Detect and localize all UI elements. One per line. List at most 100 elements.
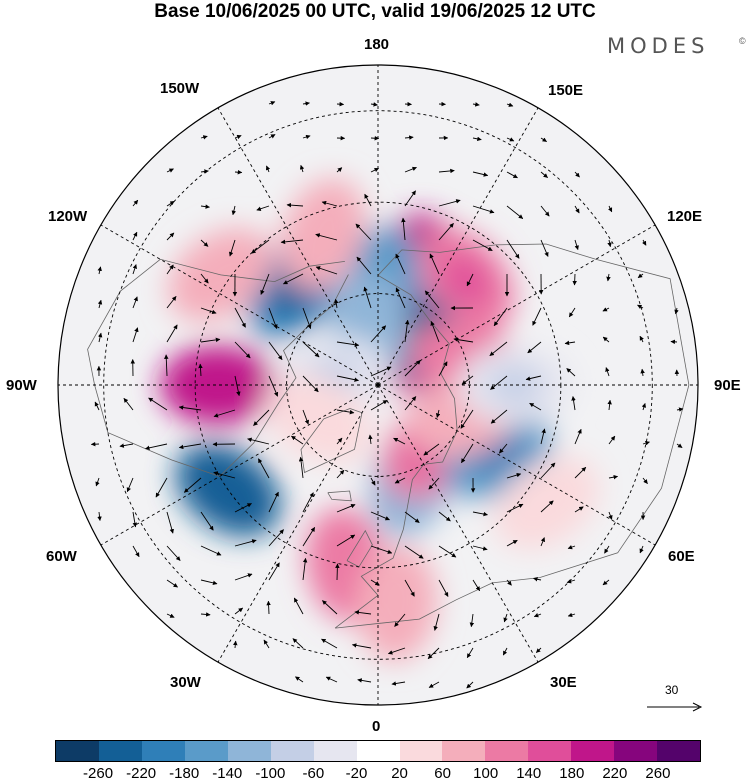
- wind-vector: [166, 296, 177, 309]
- wind-vector: [533, 577, 542, 582]
- wind-vector: [325, 676, 338, 683]
- wind-vector: [200, 579, 218, 586]
- wind-vector: [506, 579, 512, 586]
- wind-vector: [132, 545, 140, 558]
- anomaly-core: [442, 254, 490, 305]
- wind-vector: [461, 443, 474, 464]
- wind-vector: [351, 643, 372, 649]
- wind-vector: [370, 545, 393, 554]
- wind-vector: [642, 239, 647, 246]
- lon-label-30e: 30E: [550, 674, 577, 691]
- wind-vector: [247, 437, 270, 445]
- wind-vector: [183, 477, 202, 493]
- colorbar-swatch: [313, 741, 357, 761]
- wind-vector: [387, 647, 406, 655]
- wind-vector: [574, 239, 579, 251]
- wind-vector: [540, 462, 556, 479]
- wind-vector: [608, 474, 619, 480]
- wind-vector: [370, 102, 378, 107]
- colorbar-tick-label: -260: [83, 765, 114, 782]
- wind-vector: [604, 545, 610, 554]
- wind-vector: [234, 134, 242, 140]
- wind-vector: [356, 256, 372, 275]
- wind-vector: [466, 273, 474, 287]
- wind-vector: [602, 336, 610, 343]
- wind-vector: [293, 597, 304, 615]
- wind-vector: [438, 511, 451, 522]
- wind-vector: [265, 165, 271, 173]
- wind-vector: [302, 134, 311, 140]
- wind-vector: [166, 324, 178, 343]
- colorbar-tick-label: -20: [345, 765, 368, 782]
- colorbar: [55, 740, 701, 762]
- wind-vector: [145, 443, 168, 451]
- wind-vector: [370, 135, 380, 141]
- wind-vector: [438, 361, 448, 377]
- wind-vector: [228, 239, 236, 257]
- wind-vector: [302, 375, 319, 393]
- wind-vector: [302, 557, 308, 581]
- wind-vector: [268, 101, 276, 106]
- wind-vector: [404, 190, 416, 207]
- wind-vector: [132, 264, 137, 275]
- wind-vector: [200, 545, 222, 556]
- graticule: [58, 65, 698, 705]
- colorbar-tick-label: 220: [602, 765, 628, 782]
- wind-vector: [564, 340, 576, 346]
- wind-vector: [336, 167, 343, 173]
- wind-vector: [298, 456, 304, 479]
- wind-vector: [97, 266, 102, 275]
- lon-label-90w: 90W: [6, 377, 37, 394]
- wind-vector: [574, 428, 582, 445]
- map-title: Base 10/06/2025 00 UTC, valid 19/06/2025…: [154, 1, 596, 22]
- wind-vector: [355, 223, 372, 241]
- colorbar-tick-label: -60: [302, 765, 325, 782]
- colorbar-tick-label: -220: [126, 765, 157, 782]
- wind-vector: [286, 202, 304, 208]
- wind-vector: [466, 647, 474, 659]
- wind-vector: [391, 681, 406, 686]
- wind-vector: [506, 472, 522, 479]
- colorbar-swatch: [227, 741, 271, 761]
- polar-map: [57, 64, 699, 706]
- wind-vector: [574, 506, 584, 513]
- wind-vector: [302, 492, 314, 513]
- wind-vector: [234, 607, 244, 615]
- wind-vector: [506, 503, 524, 513]
- coastline: [346, 529, 373, 568]
- vector-scale-label: 30: [665, 683, 679, 697]
- wind-vector: [428, 477, 440, 490]
- colorbar-tick-label: 140: [516, 765, 542, 782]
- wind-vector: [200, 337, 221, 343]
- wind-vector: [394, 613, 406, 627]
- lon-label-90e: 90E: [714, 377, 741, 394]
- wind-vector: [674, 307, 679, 315]
- wind-vector: [166, 264, 174, 275]
- wind-vector: [607, 239, 612, 248]
- wind-vector: [574, 171, 580, 178]
- colorbar-swatch: [657, 741, 701, 761]
- wind-vector: [260, 273, 270, 295]
- wind-vector: [315, 233, 338, 241]
- wind-vector: [233, 640, 238, 649]
- wind-vector: [438, 223, 454, 241]
- wind-vector: [234, 307, 246, 328]
- lon-label-30w: 30W: [170, 674, 201, 691]
- wind-vector: [302, 307, 312, 330]
- wind-vector: [642, 477, 648, 484]
- wind-vector: [472, 205, 495, 214]
- wind-vector: [336, 534, 356, 547]
- wind-vector: [404, 511, 420, 523]
- wind-vector: [568, 307, 576, 318]
- lon-label-60e: 60E: [668, 548, 695, 565]
- wind-vector: [472, 102, 480, 107]
- wind-vector: [404, 359, 421, 377]
- colorbar-swatch: [270, 741, 314, 761]
- wind-vector: [336, 341, 360, 347]
- wind-vector: [95, 477, 100, 487]
- wind-vector: [251, 239, 270, 254]
- anomaly-core: [302, 207, 345, 262]
- wind-vector: [490, 409, 508, 424]
- wind-vector: [97, 332, 103, 343]
- wind-vector: [574, 205, 580, 214]
